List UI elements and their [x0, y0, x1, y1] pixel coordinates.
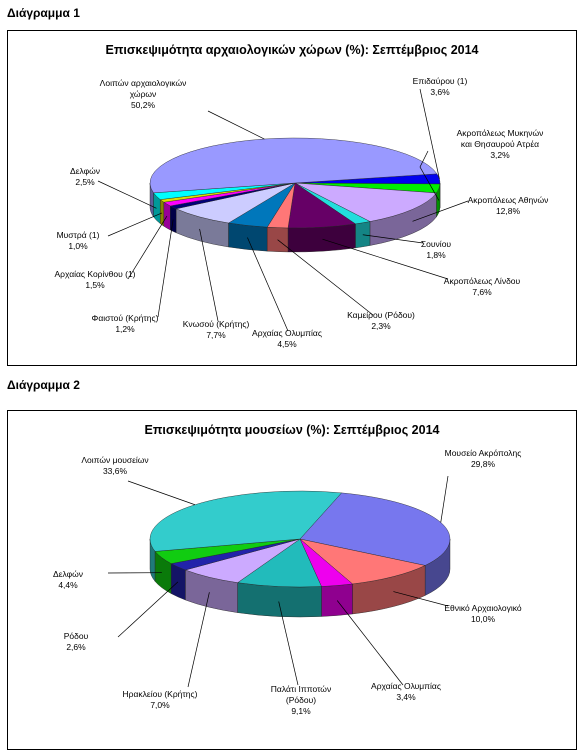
chart-1-frame: Επισκεψιμότητα αρχαιολογικών χώρων (%): …: [7, 30, 577, 366]
chart-1-title: Επισκεψιμότητα αρχαιολογικών χώρων (%): …: [105, 43, 479, 57]
pie-side-αρχαίας-κορίνθου-1: [163, 201, 171, 231]
leader-line-φαιστού-κρήτης: [157, 219, 174, 318]
data-label-λοιπών-μουσείων: Λοιπών μουσείων 33,6%: [81, 455, 148, 476]
leader-line-παλάτι-ιπποτών-ρόδου: [278, 601, 299, 686]
pie-slice-λοιπών-μουσείων: [149, 490, 342, 552]
data-label-δελφών: Δελφών 4,4%: [53, 569, 83, 590]
data-label-ακροπόλεως-αθηνών: Ακροπόλεως Αθηνών 12,8%: [468, 195, 549, 216]
leader-line-λοιπών-αρχαιολογικών-χώρων: [207, 110, 265, 140]
data-label-καμείρου-ρόδου: Καμείρου (Ρόδου) 2,3%: [347, 310, 415, 331]
data-label-μυστρά-1: Μυστρά (1) 1,0%: [57, 230, 100, 251]
leader-line-μυστρά-1: [107, 212, 163, 237]
data-label-αρχαίας-κορίνθου-1: Αρχαίας Κορίνθου (1) 1,5%: [54, 269, 135, 290]
data-label-σουνίου: Σουνίου 1,8%: [421, 239, 451, 260]
chart-2-title: Επισκεψιμότητα μουσείων (%): Σεπτέμβριος…: [144, 423, 440, 437]
diagram-1-heading: Διάγραμμα 1: [7, 6, 80, 20]
pie-side-αρχαίας-ολυμπίας: [228, 222, 268, 252]
pie-slice-εθνικό-αρχαιολογικό: [299, 538, 426, 585]
leader-line-σουνίου: [362, 234, 424, 244]
leader-line-αρχαίας-ολυμπίας: [336, 600, 404, 686]
leader-line-δελφών: [97, 180, 157, 209]
leader-line-επιδαύρου-1: [419, 88, 440, 179]
leader-line-αρχαίας-κορίνθου-1: [127, 215, 168, 280]
leader-line-ακροπόλεως-μυκηνών-και-θησαυρού-ατρέα: [419, 150, 440, 201]
leader-line-μουσείο-ακρόπολης: [440, 475, 449, 523]
pie-slice-παλάτι-ιπποτών-ρόδου: [237, 538, 322, 588]
data-label-ηρακλείου-κρήτης: Ηρακλείου (Κρήτης) 7,0%: [123, 689, 198, 710]
pie-side-καμείρου-ρόδου: [267, 226, 289, 253]
leader-line-ακροπόλεως-λίνδου: [322, 238, 449, 280]
pie-side-παλάτι-ιπποτών-ρόδου: [237, 582, 322, 618]
pie-sides: [149, 538, 451, 618]
leader-line-καμείρου-ρόδου: [277, 239, 374, 316]
pie-labels: Επιδαύρου (1) 3,6% Ακροπόλεως Μυκηνών και Θ…: [54, 76, 548, 349]
data-label-αρχαίας-ολυμπίας: Αρχαίας Ολυμπίας 3,4%: [371, 681, 441, 702]
data-label-επιδαύρου-1: Επιδαύρου (1) 3,6%: [413, 76, 468, 97]
pie-tops: [149, 137, 441, 229]
data-label-δελφών: Δελφών 2,5%: [70, 166, 100, 187]
data-label-λοιπών-αρχαιολογικών-χώρων: Λοιπών αρχαιολογικών χώρων 50,2%: [100, 78, 187, 110]
pie-side-αρχαίας-ολυμπίας: [321, 583, 353, 617]
leader-line-λοιπών-μουσείων: [127, 480, 196, 506]
leader-line-ακροπόλεως-αθηνών: [412, 200, 469, 222]
pie-slice-λοιπών-αρχαιολογικών-χώρων: [149, 137, 438, 194]
leader-line-ρόδου: [117, 581, 179, 638]
data-label-φαιστού-κρήτης: Φαιστού (Κρήτης) 1,2%: [92, 313, 159, 334]
pie-tops: [149, 490, 451, 588]
data-label-ακροπόλεως-μυκηνών-και-θησαυρού-ατρέα: Ακροπόλεως Μυκηνών και Θησαυρού Ατρέα 3,2%: [457, 128, 544, 160]
chart-2-frame: Επισκεψιμότητα μουσείων (%): Σεπτέμβριος…: [7, 410, 577, 750]
data-label-ρόδου: Ρόδου 2,6%: [64, 631, 89, 652]
pie-labels: Μουσείο Ακρόπολης 29,8% Εθνικό Αρχαιολογικ…: [53, 448, 522, 716]
leader-line-εθνικό-αρχαιολογικό: [393, 591, 449, 607]
data-label-μουσείο-ακρόπολης: Μουσείο Ακρόπολης 29,8%: [445, 448, 522, 469]
diagram-2-heading: Διάγραμμα 2: [7, 378, 80, 392]
pie-side-φαιστού-κρήτης: [170, 205, 177, 234]
chart-1-plot: Επιδαύρου (1) 3,6% Ακροπόλεως Μυκηνών και Θ…: [54, 76, 548, 349]
pie-side-σουνίου: [355, 221, 371, 249]
leader-line-κνωσού-κρήτης: [199, 228, 219, 322]
data-label-εθνικό-αρχαιολογικό: Εθνικό Αρχαιολογικό 10,0%: [444, 603, 522, 624]
leader-line-ηρακλείου-κρήτης: [187, 592, 210, 688]
chart-2-plot: Μουσείο Ακρόπολης 29,8% Εθνικό Αρχαιολογικ…: [53, 448, 522, 716]
data-label-κνωσού-κρήτης: Κνωσού (Κρήτης) 7,7%: [183, 319, 250, 340]
leader-line-αρχαίας-ολυμπίας: [247, 237, 289, 332]
data-label-ακροπόλεως-λίνδου: Ακροπόλεως Λίνδου 7,6%: [444, 276, 521, 297]
data-label-παλάτι-ιπποτών-ρόδου: Παλάτι Ιπποτών (Ρόδου) 9,1%: [271, 684, 331, 716]
data-label-αρχαίας-ολυμπίας: Αρχαίας Ολυμπίας 4,5%: [252, 328, 322, 349]
